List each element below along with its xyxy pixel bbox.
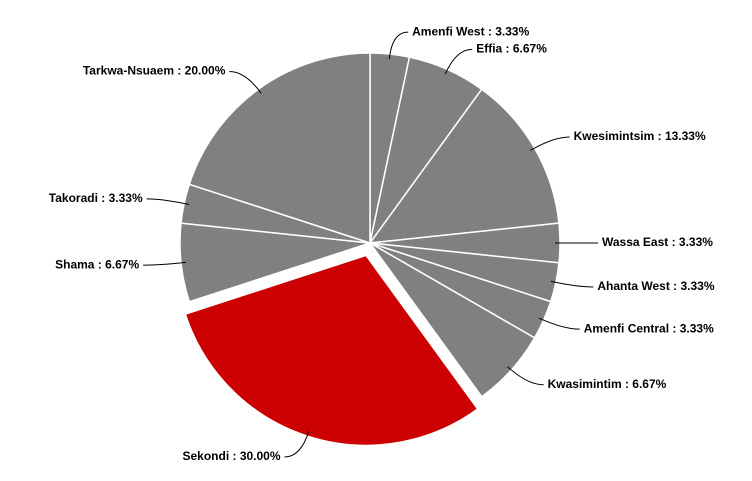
data-label: Shama : 6.67% [55,257,139,271]
data-label: Effia : 6.67% [476,41,547,55]
leader-line [284,431,310,458]
data-label: Sekondi : 30.00% [182,449,280,463]
leader-line [507,366,544,386]
data-label: Ahanta West : 3.33% [597,279,714,293]
leader-line [388,31,409,60]
leader-line [529,136,570,151]
data-label: Kwesimintsim : 13.33% [574,129,706,143]
leader-line [143,261,187,266]
leader-line [538,317,580,330]
leader-line [550,280,594,288]
leader-line [444,48,473,75]
data-label: Wassa East : 3.33% [602,235,713,249]
data-label: Tarkwa-Nsuaem : 20.00% [83,64,226,78]
data-label: Takoradi : 3.33% [49,191,143,205]
leader-line [229,70,262,94]
data-label: Amenfi Central : 3.33% [584,321,714,335]
leader-line [146,198,190,206]
data-label: Amenfi West : 3.33% [412,24,529,38]
data-label: Kwasimintim : 6.67% [548,377,667,391]
